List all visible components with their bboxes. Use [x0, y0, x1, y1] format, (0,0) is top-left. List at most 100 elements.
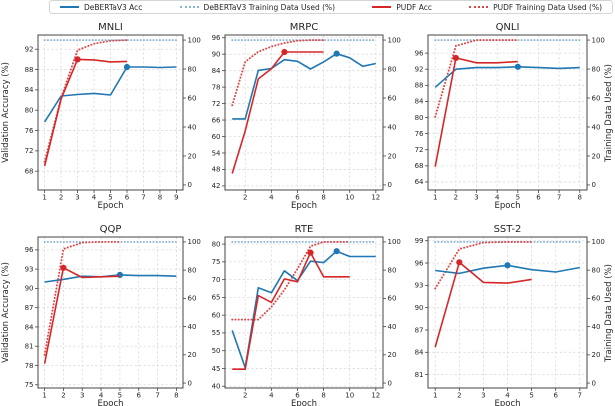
x-tick-label: 2	[61, 392, 65, 400]
right-tick-label: 20	[592, 152, 601, 160]
legend-item-pudf-data: PUDF Training Data Used (%)	[469, 3, 602, 12]
x-tick-label: 10	[345, 392, 354, 400]
right-tick-label: 0	[592, 379, 596, 387]
left-tick-label: 48	[212, 166, 221, 174]
subplot-qqp: 1 2 3 4 5 6 7 87578818487909396020406080100QQPE…	[25, 224, 201, 406]
y-axis-label-left-row1: Validation Accuracy (%)	[1, 62, 11, 163]
right-tick-label: 100	[388, 238, 401, 246]
x-tick-label: 6	[295, 392, 300, 400]
plot-border	[427, 34, 588, 191]
x-tick-label: 5	[108, 194, 112, 202]
left-tick-label: 88	[25, 66, 34, 74]
left-tick-label: 81	[25, 343, 34, 351]
right-tick-label: 20	[188, 152, 197, 160]
pudf-training-data-used-line	[434, 240, 533, 290]
x-tick-label: 4	[505, 392, 510, 400]
y-axis-label-left-row2: Validation Accuracy (%)	[1, 262, 11, 363]
left-tick-label: 70	[212, 276, 221, 284]
x-tick-label: 7	[557, 194, 561, 202]
right-tick-label: 80	[188, 266, 197, 274]
x-tick-label: 1	[42, 392, 46, 400]
x-tick-label: 6	[536, 194, 541, 202]
legend: DeBERTaV3 Acc DeBERTaV3 Training Data Us…	[49, 0, 613, 14]
left-tick-label: 55	[212, 329, 221, 337]
right-tick-label: 60	[388, 94, 397, 102]
left-tick-label: 65	[212, 294, 221, 302]
debertav3-acc-line	[231, 250, 376, 369]
right-tick-label: 40	[188, 323, 197, 331]
x-axis-label: Epoch	[97, 399, 123, 406]
plot-border	[427, 236, 588, 389]
right-tick-label: 100	[592, 238, 605, 246]
left-tick-label: 84	[415, 98, 424, 106]
right-tick-label: 80	[592, 266, 601, 274]
x-tick-label: 7	[155, 392, 159, 400]
left-tick-label: 76	[415, 130, 424, 138]
subplot-title: QQP	[100, 224, 122, 235]
pudf-acc-line	[43, 266, 120, 364]
left-tick-label: 92	[25, 46, 34, 54]
subplot-title: MNLI	[98, 22, 123, 33]
left-tick-label: 80	[25, 107, 34, 115]
left-tick-label: 40	[212, 383, 221, 391]
legend-item-pudf-acc: PUDF Acc	[372, 3, 432, 12]
left-tick-label: 45	[212, 365, 221, 373]
left-tick-label: 84	[25, 323, 34, 331]
right-tick-label: 100	[188, 36, 201, 44]
right-tick-label: 60	[388, 295, 397, 303]
x-tick-label: 6	[295, 194, 300, 202]
pudf-acc-marker	[281, 48, 288, 56]
left-tick-label: 42	[212, 182, 221, 190]
debertav3-acc-marker	[123, 63, 131, 71]
x-tick-label: 8	[174, 392, 178, 400]
x-tick-label: 7	[578, 392, 582, 400]
left-tick-label: 84	[25, 86, 34, 94]
right-tick-label: 80	[592, 65, 601, 73]
pudf-training-data-used-line	[231, 240, 351, 321]
x-tick-label: 6	[125, 194, 130, 202]
x-tick-label: 9	[174, 194, 178, 202]
left-tick-label: 75	[25, 381, 34, 389]
debertav3-acc-line	[43, 66, 177, 123]
left-tick-label: 90	[25, 285, 34, 293]
dotted-line-icon	[469, 6, 489, 8]
x-tick-label: 3	[75, 194, 79, 202]
subplot-title: SST-2	[494, 224, 522, 235]
left-tick-label: 60	[212, 311, 221, 319]
left-tick-label: 80	[212, 240, 221, 248]
x-tick-label: 4	[269, 194, 274, 202]
pudf-acc-line	[231, 51, 324, 174]
pudf-training-data-used-line	[434, 39, 519, 118]
left-tick-label: 80	[415, 114, 424, 122]
subplot-rte: 2 4 6 8 10 12 40 45 50 55 60 65 70 75 80 0 20 40 60 80 100 RT…	[212, 224, 401, 406]
right-tick-label: 40	[592, 323, 601, 331]
x-tick-label: 1	[42, 194, 46, 202]
left-tick-label: 75	[212, 258, 221, 266]
x-tick-label: 12	[371, 194, 380, 202]
legend-label: PUDF Training Data Used (%)	[493, 2, 602, 12]
debertav3-acc-marker	[116, 271, 124, 279]
left-tick-label: 96	[415, 259, 424, 267]
x-tick-label: 8	[158, 194, 162, 202]
legend-label: DeBERTaV3 Training Data Used (%)	[203, 2, 336, 12]
right-tick-label: 20	[388, 152, 397, 160]
right-tick-label: 80	[388, 266, 397, 274]
pudf-acc-line	[232, 251, 350, 371]
y-axis-label-right-row1: Training Data Used (%)	[603, 63, 614, 162]
right-tick-label: 100	[388, 36, 401, 44]
solid-line-icon	[372, 6, 392, 8]
x-tick-label: 4	[495, 194, 500, 202]
right-tick-label: 0	[388, 181, 392, 189]
left-tick-label: 68	[25, 167, 34, 175]
debertav3-acc-line	[434, 66, 580, 88]
x-axis-label: Epoch	[97, 201, 123, 211]
subplot-sst-2: 1 2 3 4 5 6 7 81 84 87 90 93 96 99 0 20 40 60 80 100 SST-2 Ep…	[415, 224, 605, 406]
right-tick-label: 0	[188, 181, 192, 189]
subplot-mnli: 1 2 3 4 5 6 7 8 9 68 72 76 80 84 88 92 0 20 40 60 80 100 MNLI E…	[25, 22, 201, 211]
pudf-acc-line	[434, 57, 518, 167]
left-tick-label: 81	[415, 371, 424, 379]
subplot-title: QNLI	[496, 22, 520, 33]
x-tick-label: 6	[553, 392, 558, 400]
left-tick-label: 60	[212, 133, 221, 141]
